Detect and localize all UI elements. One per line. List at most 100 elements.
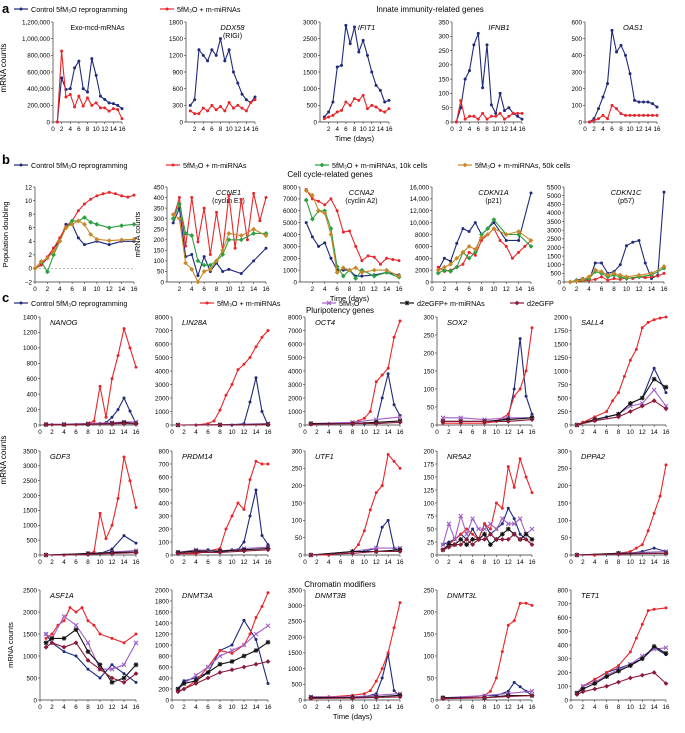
data-point (398, 319, 402, 323)
series-red (55, 49, 124, 124)
data-point (110, 523, 114, 527)
y-tick-label: 1000 (547, 262, 562, 269)
data-point (57, 238, 63, 244)
y-tick-label: 7000 (155, 328, 170, 335)
data-point (476, 31, 480, 35)
data-point (38, 259, 44, 265)
series-orange (567, 264, 667, 285)
data-point (454, 120, 458, 124)
data-point (207, 266, 213, 272)
x-tick-label: 6 (206, 704, 210, 711)
data-point (98, 94, 102, 98)
gene-title: NR5A2 (447, 452, 472, 461)
data-point (617, 391, 620, 395)
data-point (368, 689, 372, 693)
data-point (520, 117, 524, 121)
x-tick-label: 6 (74, 429, 78, 436)
data-point (217, 550, 223, 555)
x-tick-label: 2 (182, 559, 186, 566)
x-tick-label: 0 (569, 704, 573, 711)
data-point (592, 686, 598, 692)
data-point (201, 106, 205, 110)
data-point (392, 403, 396, 407)
data-point (639, 403, 645, 409)
data-point (498, 238, 502, 242)
y-tick-label: 2000 (23, 609, 38, 616)
x-tick-label: 14 (120, 429, 128, 436)
y-tick-label: 1000 (288, 666, 303, 673)
legend-swatch-marker (462, 162, 468, 168)
y-tick-label: 0 (564, 422, 568, 429)
series-blue (176, 488, 270, 556)
data-point (98, 106, 102, 110)
series-orange (435, 226, 534, 273)
section-title-b: Cell cycle-related genes (287, 170, 372, 179)
data-point (201, 269, 207, 274)
data-point (227, 101, 231, 105)
data-point (362, 416, 366, 420)
series-line (442, 515, 533, 545)
x-tick-label: 0 (170, 559, 174, 566)
x-tick-label: 6 (77, 126, 81, 133)
y-tick-label: 300 (557, 656, 568, 663)
data-point (254, 376, 258, 380)
data-point (642, 100, 645, 104)
x-tick-label: 4 (62, 429, 66, 436)
series-line (310, 421, 401, 425)
y-tick-label: 3000 (155, 382, 170, 389)
y-tick-label: 4 (28, 239, 32, 246)
data-point (239, 198, 243, 202)
data-point (241, 548, 247, 554)
section-title-a: Innate immunity-related genes (376, 5, 484, 14)
x-tick-label: 12 (238, 286, 246, 293)
data-point (322, 210, 328, 216)
series-line (310, 373, 401, 425)
y-tick-label: 0 (298, 697, 302, 704)
data-point (646, 113, 650, 117)
data-point (317, 199, 321, 203)
data-point (230, 643, 234, 647)
y-tick-label: 1500 (547, 253, 562, 260)
x-tick-label: 8 (485, 126, 489, 133)
data-point (386, 372, 390, 376)
data-point (176, 201, 182, 207)
y-tick-label: 12 (25, 184, 33, 191)
y-tick-label: 3500 (288, 587, 303, 594)
data-point (441, 267, 447, 273)
data-point (606, 82, 609, 86)
data-point (121, 675, 127, 681)
data-point (98, 676, 102, 680)
data-point (482, 526, 487, 532)
x-tick-label: 12 (108, 704, 116, 711)
series-maroon (308, 694, 403, 701)
series-blue (454, 31, 524, 124)
chart-cdkn1c: 0500100015002000250030003500400045005000… (547, 184, 668, 293)
data-point (362, 692, 366, 696)
data-point (88, 219, 94, 225)
x-tick-label: 10 (493, 429, 501, 436)
x-tick-label: 16 (527, 286, 535, 293)
y-tick-label: 50 (427, 675, 435, 682)
data-point (214, 258, 219, 264)
x-tick-label: 14 (517, 559, 525, 566)
data-point (518, 387, 522, 391)
y-tick-label: 3000 (547, 227, 562, 234)
y-tick-label: 300 (438, 34, 449, 41)
data-point (322, 117, 326, 121)
x-tick-label: 6 (74, 559, 78, 566)
data-point (464, 542, 470, 547)
y-tick-label: 1500 (169, 36, 184, 43)
data-point (74, 654, 78, 658)
data-point (449, 259, 453, 263)
data-point (189, 266, 195, 272)
data-point (120, 107, 124, 111)
data-point (655, 105, 659, 109)
data-point (264, 196, 268, 200)
x-tick-label: 14 (118, 286, 126, 293)
x-tick-label: 10 (96, 704, 104, 711)
series-line (310, 549, 401, 556)
y-tick-label: 0 (165, 552, 169, 559)
x-tick-label: 10 (361, 429, 369, 436)
data-point (467, 250, 471, 254)
